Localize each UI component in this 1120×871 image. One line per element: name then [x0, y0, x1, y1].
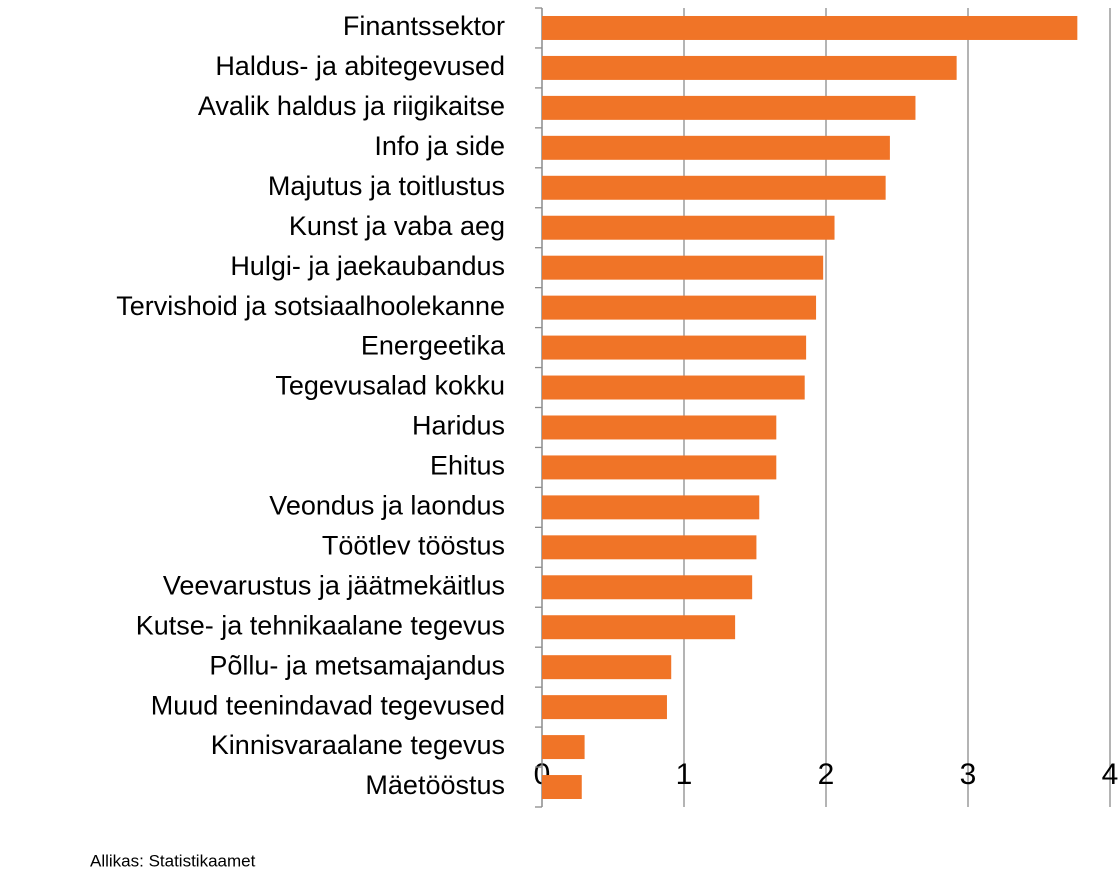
y-tick-label: Kinnisvaraalane tegevus — [211, 730, 505, 760]
bar — [542, 215, 835, 240]
bar — [542, 375, 805, 400]
y-tick-label: Info ja side — [374, 131, 505, 161]
y-tick-label: Finantssektor — [343, 11, 505, 41]
bar — [542, 95, 916, 120]
y-tick-label: Töötlev tööstus — [322, 530, 505, 560]
y-tick-label: Veondus ja laondus — [269, 491, 505, 521]
y-tick-label: Haridus — [412, 411, 505, 441]
source-note: Allikas: Statistikaamet — [90, 851, 256, 870]
y-tick-label: Kunst ja vaba aeg — [289, 211, 505, 241]
bar — [542, 295, 817, 320]
y-tick-label: Tervishoid ja sotsiaalhoolekanne — [116, 291, 505, 321]
y-tick-label: Kutse- ja tehnikaalane tegevus — [136, 610, 505, 640]
bar — [542, 455, 777, 480]
bar — [542, 175, 886, 200]
y-tick-label: Veevarustus ja jäätmekäitlus — [163, 570, 505, 600]
bar — [542, 415, 777, 440]
y-tick-label: Ehitus — [430, 451, 505, 481]
bar — [542, 695, 667, 720]
y-tick-label: Haldus- ja abitegevused — [215, 51, 505, 81]
bar — [542, 655, 672, 680]
y-tick-label: Põllu- ja metsamajandus — [209, 650, 505, 680]
y-tick-label: Mäetööstus — [365, 770, 505, 800]
y-tick-label: Hulgi- ja jaekaubandus — [230, 251, 505, 281]
bar — [542, 495, 760, 520]
bar — [542, 335, 807, 360]
bar — [542, 15, 1078, 40]
bar — [542, 135, 890, 160]
y-tick-label: Majutus ja toitlustus — [268, 171, 505, 201]
x-tick-label: 1 — [676, 758, 693, 791]
y-tick-label: Energeetika — [361, 331, 506, 361]
bar — [542, 535, 757, 560]
bar — [542, 55, 957, 80]
bar — [542, 775, 582, 800]
x-tick-label: 3 — [960, 758, 977, 791]
y-tick-label: Muud teenindavad tegevused — [151, 690, 505, 720]
x-tick-label: 4 — [1102, 758, 1119, 791]
y-tick-label: Avalik haldus ja riigikaitse — [198, 91, 505, 121]
y-tick-label: Tegevusalad kokku — [275, 371, 505, 401]
bar — [542, 255, 824, 280]
bar — [542, 735, 585, 760]
bar — [542, 615, 736, 640]
bar — [542, 575, 753, 600]
x-tick-label: 2 — [818, 758, 835, 791]
